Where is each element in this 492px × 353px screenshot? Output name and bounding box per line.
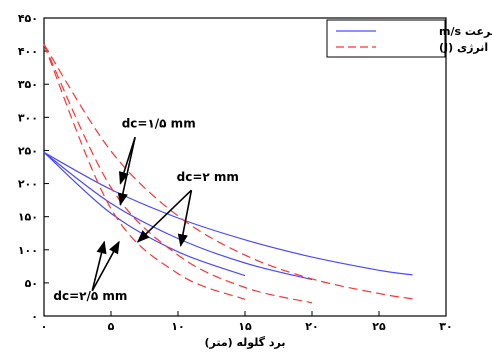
y-tick-label: ۱۰۰	[18, 244, 38, 257]
legend-label-energy: انرژی (J)	[439, 41, 488, 54]
annotation-arrow	[91, 240, 120, 292]
annotation-arrow	[91, 240, 107, 292]
annotation-label: dc=۱/۵ mm	[122, 116, 196, 130]
y-tick-label: ۳۵۰	[18, 78, 38, 91]
annotation-arrow	[136, 189, 192, 243]
y-tick-label: ۲۵۰	[18, 144, 38, 157]
annotation-label: dc=۲/۵ mm	[53, 289, 127, 303]
energy-series-line-5	[43, 44, 246, 300]
x-tick-label: ۱۵	[238, 320, 252, 333]
energy-series-line-3	[43, 44, 413, 300]
y-tick-label: ۴۰۰	[18, 45, 38, 58]
x-tick-label: ۲۵	[372, 320, 386, 333]
x-tick-label: ۵	[108, 320, 115, 333]
y-tick-label: ۳۰۰	[18, 111, 38, 124]
plot-area-frame	[43, 17, 447, 317]
x-tick-label: ۰	[41, 320, 48, 333]
annotations-layer: dc=۱/۵ mm dc=۲ mm dc=۲/۵ mm	[53, 116, 239, 303]
legend: سرعت m/s انرژی (J)	[326, 19, 492, 58]
x-axis-label: برد گلوله (متر)	[204, 336, 285, 349]
x-tick-label: ۲۰	[305, 320, 318, 333]
legend-box	[326, 19, 446, 58]
x-tick-label: ۳۰	[439, 320, 452, 333]
energy-series-line-4	[43, 44, 313, 304]
x-tick-label: ۱۰	[171, 320, 184, 333]
legend-label-velocity: سرعت m/s	[439, 25, 492, 38]
annotation-label: dc=۲ mm	[177, 170, 239, 184]
annotation-arrow	[177, 190, 193, 248]
y-tick-label: ۲۰۰	[18, 178, 38, 191]
y-tick-label: ۱۵۰	[18, 211, 38, 224]
y-tick-label: ۵۰	[25, 277, 38, 290]
annotation-arrow	[117, 137, 136, 206]
y-tick-label: ۴۵۰	[18, 12, 38, 25]
velocity-series-line-0	[43, 151, 413, 276]
y-tick-label: ۰	[31, 310, 38, 323]
